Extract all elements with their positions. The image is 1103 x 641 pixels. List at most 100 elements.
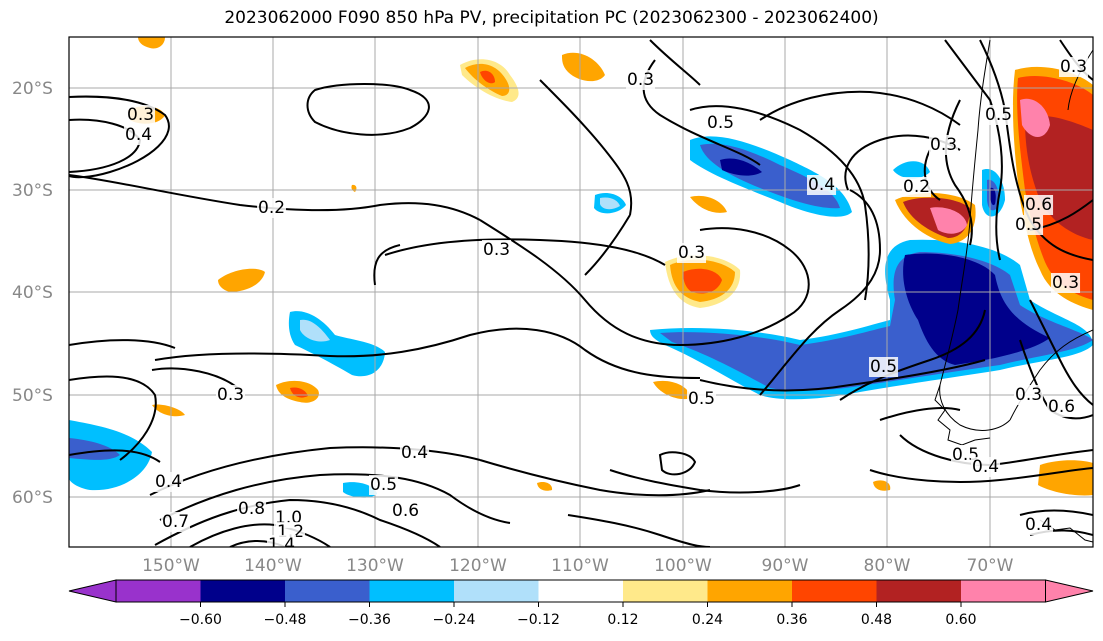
lon-label-120w: 120°W	[449, 556, 507, 576]
contour-label-bg	[929, 135, 959, 155]
negative-precip-east	[650, 136, 1093, 400]
contour-label: 0.3	[1015, 385, 1042, 405]
contour-label-bg	[1047, 397, 1077, 417]
contour-label-bg	[984, 105, 1014, 125]
contour-label: 0.5	[707, 113, 734, 133]
colorbar-segment	[116, 580, 201, 602]
latitude-axis: 20°S 30°S 40°S 50°S 60°S	[12, 79, 53, 508]
contour-label: 0.3	[483, 240, 510, 260]
lon-label-70w: 70°W	[967, 556, 1014, 576]
colorbar: −0.60 −0.48 −0.36 −0.24 −0.12 0.12 0.24 …	[68, 579, 1094, 628]
colorbar-tick: −0.24	[433, 612, 476, 628]
contour-label-bg	[400, 443, 430, 463]
contour-label-bg	[369, 475, 399, 495]
contour-label-bg	[971, 457, 1001, 477]
colorbar-tick: −0.36	[348, 612, 391, 628]
contour-label: 0.3	[127, 105, 154, 125]
contour-label: 0.4	[125, 125, 152, 145]
contour-label-bg	[626, 70, 656, 90]
contour-label: 0.6	[1025, 195, 1052, 215]
contour-label-bg	[124, 125, 154, 145]
contour-label-bg	[1024, 195, 1054, 215]
map-border	[68, 36, 1094, 548]
lat-label-40s: 40°S	[12, 283, 53, 303]
contour-label-bg	[706, 113, 736, 133]
contour-label: 0.8	[238, 499, 265, 519]
contour-label-bg	[869, 357, 899, 377]
lon-label-110w: 110°W	[551, 556, 609, 576]
contour-label-bg	[1024, 515, 1054, 535]
contour-label-bg	[902, 177, 932, 197]
plot-title: 2023062000 F090 850 hPa PV, precipitatio…	[224, 8, 879, 28]
contour-label: 0.3	[1052, 273, 1079, 293]
colorbar-segment	[623, 580, 708, 602]
colorbar-segment	[707, 580, 792, 602]
contour-label: 0.3	[1060, 57, 1087, 77]
lat-label-30s: 30°S	[12, 181, 53, 201]
contour-label-bg	[1014, 385, 1044, 405]
contour-label: 0.4	[155, 472, 182, 492]
colorbar-tick: 0.36	[776, 612, 807, 628]
lon-label-80w: 80°W	[864, 556, 911, 576]
contour-label: 0.2	[903, 177, 930, 197]
contour-label: 0.6	[1048, 397, 1075, 417]
colorbar-tick: 0.48	[861, 612, 892, 628]
contour-label-bg	[482, 240, 512, 260]
graticule	[69, 37, 1093, 547]
contour-label: 0.4	[972, 457, 999, 477]
lon-label-100w: 100°W	[654, 556, 712, 576]
contour-label: 0.5	[985, 105, 1012, 125]
colorbar-segment	[454, 580, 539, 602]
contour-label-bg	[237, 499, 267, 519]
lat-label-20s: 20°S	[12, 79, 53, 99]
contour-label-bg	[1059, 57, 1089, 77]
contour-label: 0.5	[870, 357, 897, 377]
contour-label-bg	[161, 512, 191, 532]
colorbar-extend-min	[68, 579, 117, 603]
contour-label: 0.6	[392, 501, 419, 521]
colorbar-segment	[369, 580, 454, 602]
contour-label-bg	[216, 385, 246, 405]
contour-label: 0.4	[808, 175, 835, 195]
lon-label-150w: 150°W	[142, 556, 200, 576]
contour-label-bg	[126, 105, 156, 125]
contour-label-bg	[257, 198, 287, 218]
contour-label: 0.3	[217, 385, 244, 405]
contour-label: 0.5	[688, 389, 715, 409]
colorbar-segment	[876, 580, 961, 602]
colorbar-segment	[538, 580, 623, 602]
lat-label-60s: 60°S	[12, 488, 53, 508]
pv-contours	[69, 39, 1093, 547]
contour-label-bg	[807, 175, 837, 195]
contour-label-bg	[1014, 215, 1044, 235]
lon-label-130w: 130°W	[346, 556, 404, 576]
contour-label: 0.3	[678, 243, 705, 263]
contour-label: 0.4	[401, 443, 428, 463]
contour-label: 0.3	[930, 135, 957, 155]
contour-label-bg	[687, 389, 717, 409]
contour-label: 0.5	[370, 475, 397, 495]
contour-label-layer: 0.3 0.4 0.2 0.3 0.3 0.3 0.5 0.4 0.4 0.7 …	[124, 57, 1089, 555]
longitude-axis: 150°W 140°W 130°W 120°W 110°W 100°W 90°W…	[142, 556, 1014, 576]
contour-label: 1.4	[268, 535, 295, 555]
contour-label-bg	[267, 535, 297, 547]
colorbar-tick: −0.48	[264, 612, 307, 628]
colorbar-tick: 0.12	[607, 612, 638, 628]
colorbar-segment	[792, 580, 877, 602]
colorbar-segment	[200, 580, 285, 602]
contour-label: 0.3	[627, 70, 654, 90]
colorbar-tick: −0.12	[517, 612, 560, 628]
contour-label: 0.4	[1025, 515, 1052, 535]
contour-label: 0.5	[1015, 215, 1042, 235]
colorbar-segment	[961, 580, 1046, 602]
contour-label: 0.2	[258, 198, 285, 218]
contour-label-bg	[1051, 273, 1081, 293]
lon-label-140w: 140°W	[244, 556, 302, 576]
contour-label-bg	[391, 501, 421, 521]
colorbar-tick: 0.24	[692, 612, 723, 628]
positive-precip	[128, 37, 1093, 496]
negative-precip-west	[69, 193, 626, 498]
colorbar-tick: −0.60	[179, 612, 222, 628]
colorbar-tick: 0.60	[945, 612, 976, 628]
